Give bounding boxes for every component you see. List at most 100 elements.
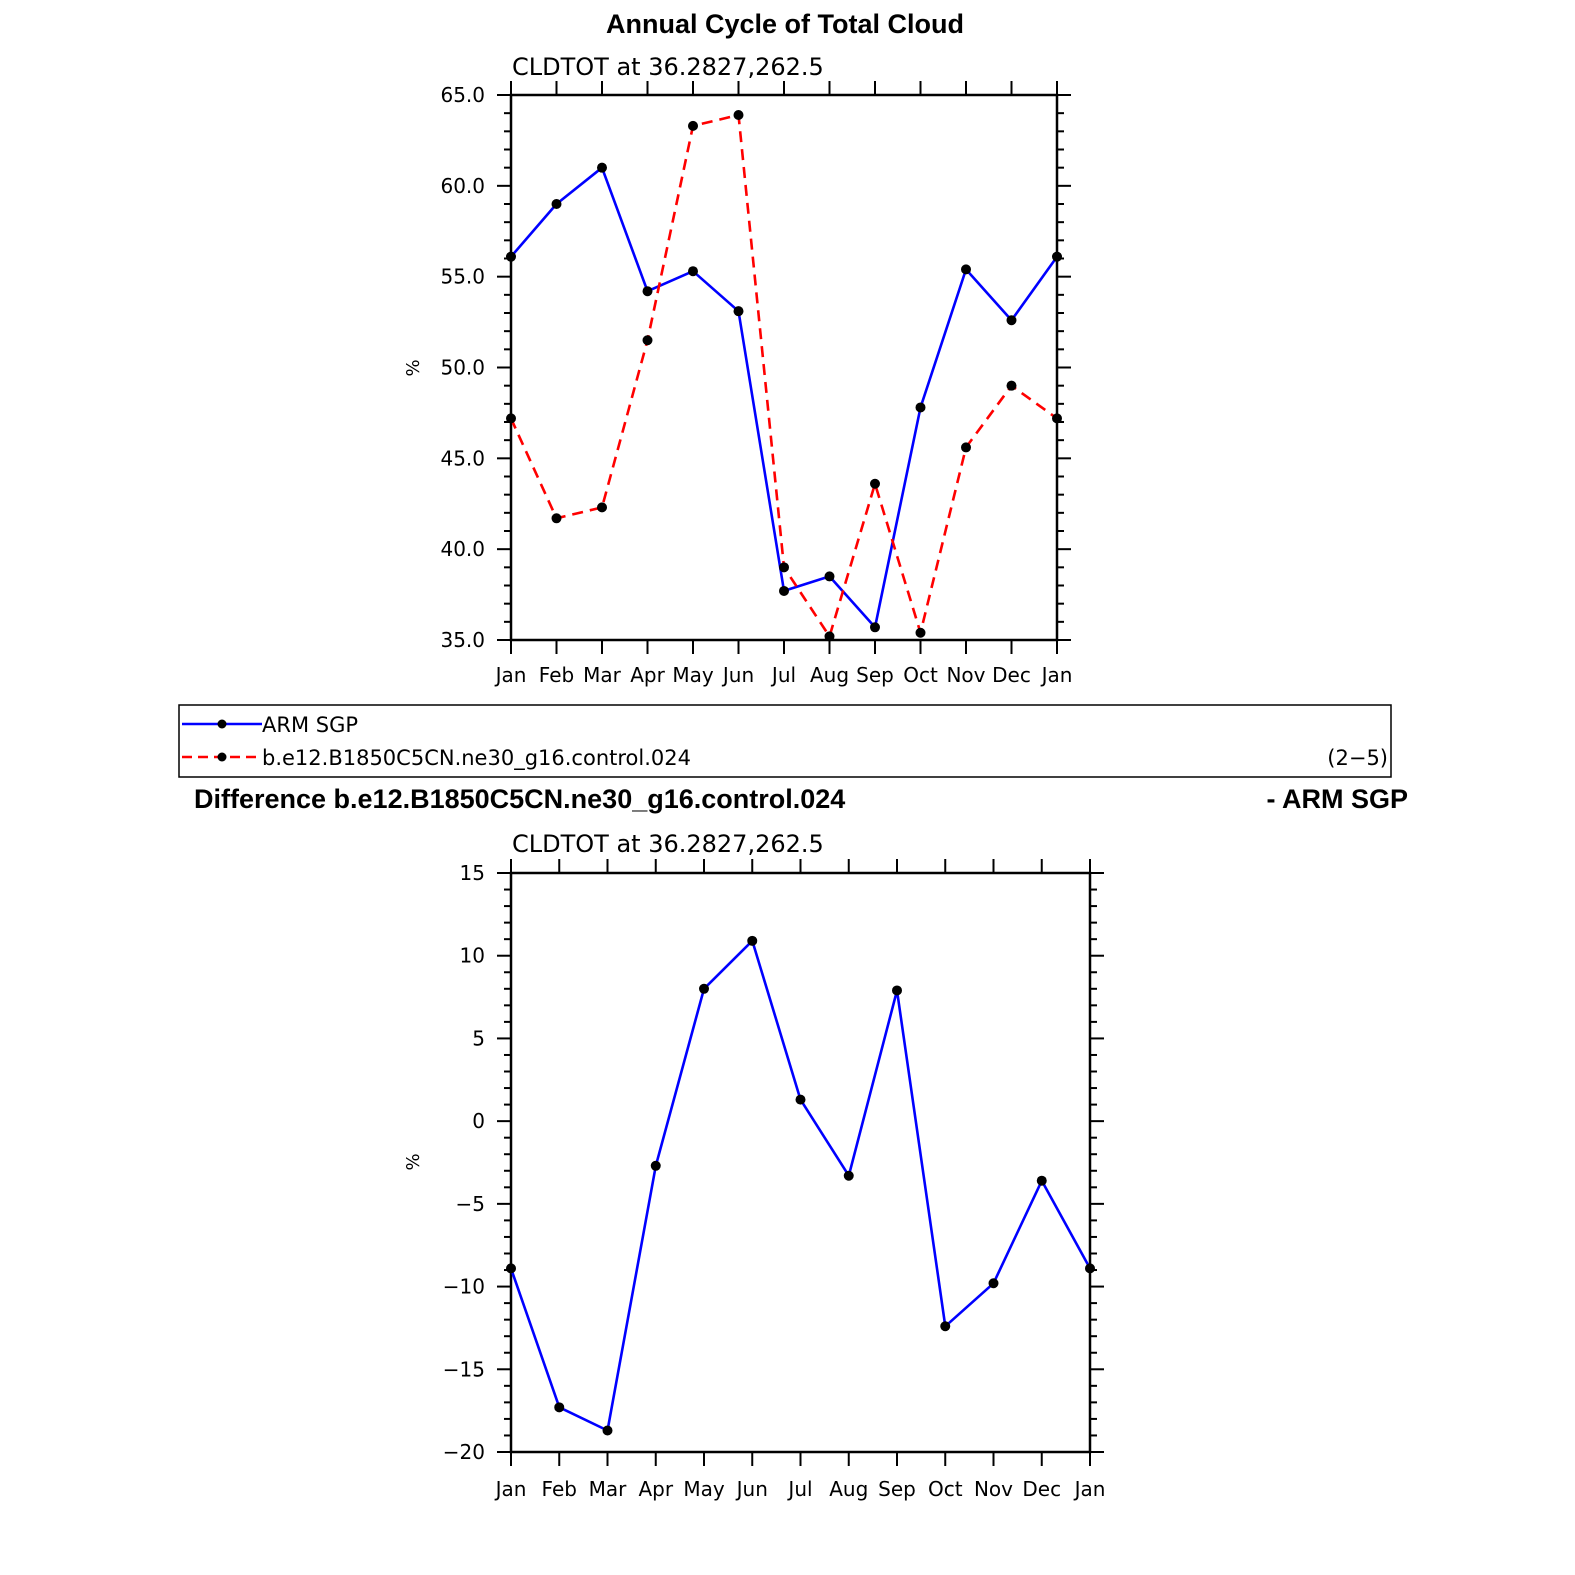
data-point-series-0-11 [1036, 1175, 1047, 1186]
y-tick-labels: −20 −15 −10 −5 0 5 10 15 [443, 861, 485, 1464]
x-tick-labels: Jan Feb Mar Apr May Jun Jul Aug Sep Oct Nov Dec Jan [494, 1477, 1106, 1501]
plot-frame [509, 871, 1092, 1454]
x-tick-label-jan: Jan [1073, 1477, 1106, 1501]
data-point-arm-sgp-1 [551, 199, 562, 209]
data-point-series-0-10 [988, 1278, 999, 1289]
chart-title: Annual Cycle of Total Cloud [606, 9, 964, 39]
x-tick-label-sep: Sep [856, 663, 894, 687]
x-tick-label-feb: Feb [542, 1477, 577, 1501]
x-tick-label-jul: Jul [770, 663, 796, 687]
series-line-series-0 [509, 939, 1092, 1432]
data-point-b-e12-b1850c5cn-ne30-g16-control-024-1 [551, 513, 562, 524]
chart-subtitle: CLDTOT at 36.2827,262.5 [512, 53, 824, 81]
y-tick-labels: 35.0 40.0 45.0 50.0 55.0 60.0 65.0 [440, 83, 485, 652]
data-point-series-0-4 [699, 983, 709, 994]
series-line-arm-sgp [510, 166, 1059, 629]
data-point-series-0-5 [747, 935, 758, 946]
series-layer [506, 109, 1062, 642]
y-tick-label: 5 [472, 1026, 485, 1050]
y-tick-label: 55.0 [440, 265, 485, 289]
y-tick-label: 50.0 [440, 356, 485, 380]
data-point-arm-sgp-5 [733, 306, 744, 317]
y-tick-label: 40.0 [440, 537, 485, 561]
x-tick-label-dec: Dec [1022, 1477, 1061, 1501]
y-tick-label: 15 [460, 861, 485, 885]
data-point-arm-sgp-4 [688, 266, 698, 277]
y-tick-label: 35.0 [440, 628, 485, 652]
data-point-b-e12-b1850c5cn-ne30-g16-control-024-5 [733, 109, 744, 120]
axis-ticks [497, 81, 1071, 654]
y-tick-label: 0 [472, 1109, 485, 1133]
data-point-b-e12-b1850c5cn-ne30-g16-control-024-11 [1006, 380, 1017, 391]
data-point-series-0-0 [506, 1263, 516, 1274]
x-tick-label-mar: Mar [583, 663, 622, 687]
plot-frame [509, 93, 1059, 642]
data-point-b-e12-b1850c5cn-ne30-g16-control-024-2 [597, 502, 607, 513]
data-point-b-e12-b1850c5cn-ne30-g16-control-024-9 [915, 627, 926, 638]
series-line-b-e12-b1850c5cn-ne30-g16-control-024 [509, 113, 1058, 638]
x-tick-label-may: May [683, 1477, 725, 1501]
data-point-arm-sgp-2 [597, 162, 607, 173]
x-tick-label-may: May [672, 663, 714, 687]
data-point-b-e12-b1850c5cn-ne30-g16-control-024-8 [870, 478, 880, 489]
y-tick-label: 10 [460, 944, 485, 968]
plot-border [509, 93, 1059, 642]
x-tick-label-aug: Aug [829, 1477, 868, 1501]
x-tick-label-apr: Apr [638, 1477, 673, 1501]
data-point-series-0-9 [940, 1321, 951, 1332]
panel-tag: (2−5) [1327, 746, 1388, 770]
x-tick-label-feb: Feb [539, 663, 574, 687]
axis-ticks [497, 859, 1104, 1466]
data-point-b-e12-b1850c5cn-ne30-g16-control-024-12 [1052, 413, 1062, 424]
x-tick-labels: Jan Feb Mar Apr May Jun Jul Aug Sep Oct Nov Dec Jan [494, 663, 1073, 687]
chart-subtitle: CLDTOT at 36.2827,262.5 [512, 830, 824, 858]
y-tick-label: 65.0 [440, 83, 485, 107]
x-tick-label-sep: Sep [878, 1477, 916, 1501]
y-tick-label: −5 [456, 1192, 485, 1216]
data-point-b-e12-b1850c5cn-ne30-g16-control-024-6 [779, 562, 789, 573]
x-tick-label-oct: Oct [928, 1477, 963, 1501]
x-tick-label-mar: Mar [589, 1477, 628, 1501]
x-tick-label-jan: Jan [494, 663, 527, 687]
data-point-b-e12-b1850c5cn-ne30-g16-control-024-4 [688, 120, 698, 131]
x-tick-label-aug: Aug [810, 663, 849, 687]
x-tick-label-jan: Jan [494, 1477, 527, 1501]
data-point-series-0-12 [1085, 1263, 1095, 1274]
data-point-arm-sgp-6 [779, 585, 789, 596]
x-tick-label-nov: Nov [974, 1477, 1013, 1501]
data-point-arm-sgp-9 [915, 402, 926, 413]
panel-difference: Difference b.e12.B1850C5CN.ne30_g16.cont… [194, 784, 1408, 1501]
data-point-series-0-6 [795, 1094, 806, 1105]
x-tick-label-dec: Dec [992, 663, 1031, 687]
data-point-series-0-3 [650, 1160, 661, 1171]
y-axis-label: % [403, 1153, 424, 1170]
data-point-b-e12-b1850c5cn-ne30-g16-control-024-3 [642, 335, 653, 346]
legend-label-arm-sgp: ARM SGP [262, 713, 358, 737]
legend-box [178, 704, 1392, 778]
data-point-series-0-1 [554, 1402, 565, 1413]
y-axis-label: % [403, 359, 424, 376]
legend-marker-model [217, 752, 227, 762]
x-tick-label-apr: Apr [630, 663, 665, 687]
data-point-arm-sgp-11 [1006, 315, 1017, 326]
chart-title: Difference b.e12.B1850C5CN.ne30_g16.cont… [194, 784, 845, 814]
data-point-b-e12-b1850c5cn-ne30-g16-control-024-7 [824, 631, 835, 642]
data-point-series-0-8 [892, 985, 902, 996]
data-point-series-0-7 [843, 1170, 854, 1181]
plot-border [509, 871, 1092, 1454]
x-tick-label-jun: Jun [721, 663, 754, 687]
data-point-series-0-2 [602, 1425, 613, 1436]
legend-label-model: b.e12.B1850C5CN.ne30_g16.control.024 [262, 746, 691, 771]
y-tick-label: −10 [443, 1275, 485, 1299]
x-tick-label-jan: Jan [1040, 663, 1073, 687]
y-tick-label: 60.0 [440, 174, 485, 198]
y-tick-label: −20 [443, 1440, 485, 1464]
data-point-arm-sgp-3 [642, 286, 653, 297]
data-point-b-e12-b1850c5cn-ne30-g16-control-024-10 [961, 442, 971, 453]
x-tick-label-jun: Jun [735, 1477, 768, 1501]
legend: ARM SGP b.e12.B1850C5CN.ne30_g16.control… [178, 704, 1392, 778]
x-tick-label-nov: Nov [946, 663, 985, 687]
data-point-arm-sgp-0 [506, 251, 516, 262]
series-layer [506, 935, 1095, 1436]
